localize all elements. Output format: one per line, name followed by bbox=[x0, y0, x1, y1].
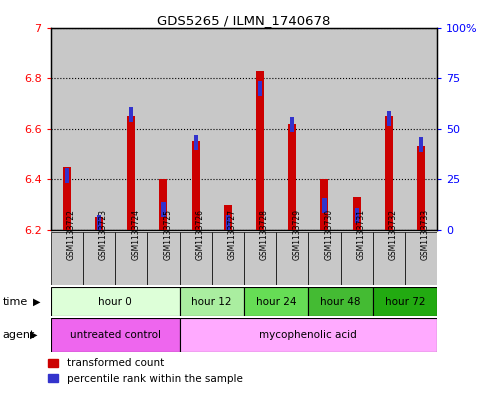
Bar bbox=[97, 215, 101, 230]
Text: hour 0: hour 0 bbox=[98, 297, 132, 307]
Bar bbox=[159, 179, 168, 230]
Bar bbox=[373, 28, 405, 230]
Text: GSM1133722: GSM1133722 bbox=[67, 209, 76, 260]
Text: ▶: ▶ bbox=[30, 330, 38, 340]
Text: hour 12: hour 12 bbox=[191, 297, 232, 307]
Text: GSM1133728: GSM1133728 bbox=[260, 209, 269, 260]
Bar bbox=[51, 28, 83, 230]
Text: GSM1133733: GSM1133733 bbox=[421, 209, 430, 260]
Text: hour 48: hour 48 bbox=[320, 297, 361, 307]
Bar bbox=[276, 232, 308, 285]
Bar bbox=[212, 232, 244, 285]
Bar bbox=[95, 217, 103, 230]
Bar bbox=[405, 28, 437, 230]
Text: hour 72: hour 72 bbox=[384, 297, 425, 307]
Bar bbox=[147, 232, 180, 285]
Bar bbox=[355, 208, 359, 223]
Text: GSM1133725: GSM1133725 bbox=[163, 209, 172, 260]
Bar bbox=[353, 197, 361, 230]
Bar bbox=[212, 28, 244, 230]
Bar bbox=[129, 107, 133, 122]
Text: GSM1133730: GSM1133730 bbox=[325, 209, 333, 260]
Bar bbox=[288, 124, 296, 230]
Bar bbox=[244, 28, 276, 230]
Text: ▶: ▶ bbox=[33, 297, 41, 307]
Bar bbox=[147, 28, 180, 230]
Text: GSM1133731: GSM1133731 bbox=[356, 209, 366, 260]
Bar bbox=[226, 215, 230, 230]
Legend: transformed count, percentile rank within the sample: transformed count, percentile rank withi… bbox=[44, 354, 247, 388]
Bar bbox=[320, 179, 328, 230]
Bar bbox=[180, 318, 437, 352]
Text: GSM1133723: GSM1133723 bbox=[99, 209, 108, 260]
Bar bbox=[258, 81, 262, 96]
Text: GSM1133729: GSM1133729 bbox=[292, 209, 301, 260]
Bar bbox=[308, 232, 341, 285]
Bar bbox=[161, 202, 166, 217]
Text: GSM1133732: GSM1133732 bbox=[389, 209, 398, 260]
Bar bbox=[385, 116, 393, 230]
Bar bbox=[63, 167, 71, 230]
Text: untreated control: untreated control bbox=[70, 330, 161, 340]
Bar bbox=[180, 287, 244, 316]
Bar bbox=[405, 232, 437, 285]
Bar bbox=[373, 232, 405, 285]
Text: agent: agent bbox=[2, 330, 35, 340]
Bar bbox=[194, 135, 198, 151]
Bar bbox=[276, 28, 308, 230]
Bar bbox=[224, 205, 232, 230]
Bar bbox=[115, 232, 147, 285]
Bar bbox=[341, 28, 373, 230]
Bar bbox=[65, 168, 69, 183]
Bar bbox=[256, 70, 264, 230]
Text: GSM1133726: GSM1133726 bbox=[196, 209, 205, 260]
Bar bbox=[127, 116, 135, 230]
Text: mycophenolic acid: mycophenolic acid bbox=[259, 330, 357, 340]
Bar bbox=[417, 147, 425, 230]
Bar bbox=[83, 232, 115, 285]
Bar bbox=[373, 287, 437, 316]
Bar bbox=[51, 287, 180, 316]
Bar bbox=[308, 287, 373, 316]
Text: GDS5265 / ILMN_1740678: GDS5265 / ILMN_1740678 bbox=[157, 14, 330, 27]
Bar bbox=[83, 28, 115, 230]
Bar bbox=[341, 232, 373, 285]
Text: hour 24: hour 24 bbox=[256, 297, 297, 307]
Bar bbox=[290, 117, 294, 132]
Bar bbox=[180, 232, 212, 285]
Text: time: time bbox=[2, 297, 28, 307]
Bar bbox=[51, 232, 83, 285]
Bar bbox=[244, 232, 276, 285]
Bar bbox=[180, 28, 212, 230]
Text: GSM1133727: GSM1133727 bbox=[228, 209, 237, 260]
Bar bbox=[192, 141, 199, 230]
Bar bbox=[322, 198, 327, 213]
Text: GSM1133724: GSM1133724 bbox=[131, 209, 140, 260]
Bar bbox=[51, 318, 180, 352]
Bar bbox=[115, 28, 147, 230]
Bar bbox=[244, 287, 308, 316]
Bar bbox=[308, 28, 341, 230]
Bar bbox=[419, 137, 423, 152]
Bar bbox=[387, 111, 391, 126]
